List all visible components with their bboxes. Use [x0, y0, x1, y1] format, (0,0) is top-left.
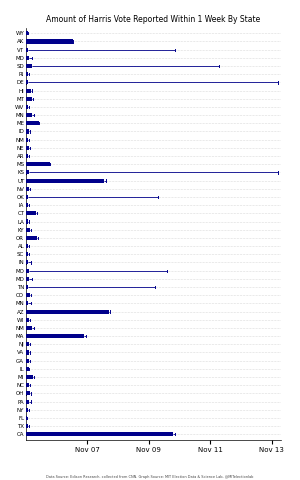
FancyBboxPatch shape	[26, 56, 29, 60]
FancyBboxPatch shape	[26, 113, 32, 117]
FancyBboxPatch shape	[26, 48, 28, 52]
FancyBboxPatch shape	[26, 105, 28, 109]
Text: Data Source: Edison Research, collected from CNN. Graph Source: MIT Election Dat: Data Source: Edison Research, collected …	[46, 475, 254, 479]
FancyBboxPatch shape	[26, 375, 33, 379]
FancyBboxPatch shape	[26, 416, 27, 420]
FancyBboxPatch shape	[26, 72, 28, 76]
FancyBboxPatch shape	[26, 179, 104, 183]
FancyBboxPatch shape	[26, 383, 29, 387]
FancyBboxPatch shape	[26, 138, 28, 142]
FancyBboxPatch shape	[26, 285, 28, 289]
FancyBboxPatch shape	[26, 203, 28, 207]
FancyBboxPatch shape	[26, 80, 28, 84]
FancyBboxPatch shape	[26, 228, 30, 232]
FancyBboxPatch shape	[26, 432, 173, 436]
FancyBboxPatch shape	[26, 39, 73, 44]
FancyBboxPatch shape	[26, 367, 29, 371]
FancyBboxPatch shape	[26, 408, 28, 412]
FancyBboxPatch shape	[26, 130, 29, 133]
FancyBboxPatch shape	[26, 219, 28, 224]
FancyBboxPatch shape	[26, 31, 28, 36]
FancyBboxPatch shape	[26, 96, 32, 101]
FancyBboxPatch shape	[26, 424, 28, 428]
FancyBboxPatch shape	[26, 146, 29, 150]
FancyBboxPatch shape	[26, 359, 29, 363]
FancyBboxPatch shape	[26, 277, 29, 281]
FancyBboxPatch shape	[26, 244, 28, 248]
FancyBboxPatch shape	[26, 334, 84, 338]
FancyBboxPatch shape	[26, 236, 37, 240]
FancyBboxPatch shape	[26, 187, 29, 191]
FancyBboxPatch shape	[26, 269, 29, 273]
FancyBboxPatch shape	[26, 121, 39, 125]
FancyBboxPatch shape	[26, 301, 28, 305]
Title: Amount of Harris Vote Reported Within 1 Week By State: Amount of Harris Vote Reported Within 1 …	[46, 15, 260, 24]
FancyBboxPatch shape	[26, 310, 109, 313]
FancyBboxPatch shape	[26, 261, 28, 264]
FancyBboxPatch shape	[26, 342, 29, 347]
FancyBboxPatch shape	[26, 293, 30, 297]
FancyBboxPatch shape	[26, 170, 29, 174]
FancyBboxPatch shape	[26, 162, 50, 166]
FancyBboxPatch shape	[26, 64, 32, 68]
FancyBboxPatch shape	[26, 88, 31, 93]
FancyBboxPatch shape	[26, 318, 29, 322]
FancyBboxPatch shape	[26, 399, 29, 404]
FancyBboxPatch shape	[26, 195, 28, 199]
FancyBboxPatch shape	[26, 391, 30, 396]
FancyBboxPatch shape	[26, 252, 28, 256]
FancyBboxPatch shape	[26, 350, 29, 355]
FancyBboxPatch shape	[26, 326, 32, 330]
FancyBboxPatch shape	[26, 154, 28, 158]
FancyBboxPatch shape	[26, 211, 36, 216]
